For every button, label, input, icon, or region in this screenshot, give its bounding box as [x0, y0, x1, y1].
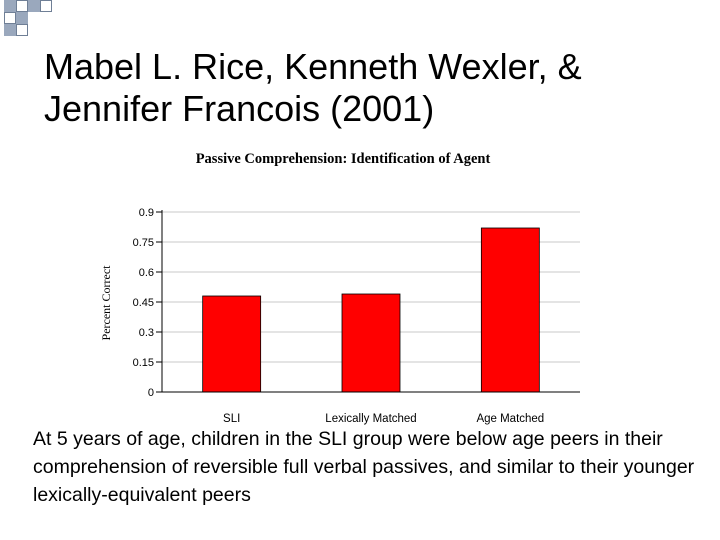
y-tick-label: 0.75	[133, 237, 154, 249]
corner-square	[16, 12, 28, 24]
y-tick-label: 0.9	[139, 207, 154, 219]
x-tick-label: SLI	[223, 413, 240, 425]
y-axis-label: Percent Correct	[99, 265, 113, 341]
corner-square	[40, 0, 52, 12]
slide-title-line1: Mabel L. Rice, Kenneth Wexler, &	[44, 46, 582, 87]
y-tick-label: 0.3	[139, 327, 154, 339]
corner-square	[4, 0, 16, 12]
corner-square	[16, 24, 28, 36]
x-tick-labels: SLI Lexically Matched Age Matched	[223, 413, 544, 425]
x-tick-label: Age Matched	[476, 413, 544, 425]
bar-chart: Passive Comprehension: Identification of…	[99, 151, 580, 425]
y-tick-labels: 0 0.15 0.3 0.45 0.6 0.75 0.9	[133, 207, 162, 399]
corner-square	[4, 12, 16, 24]
bar-lexically-matched	[341, 293, 401, 393]
y-tick-label: 0.45	[133, 297, 154, 309]
corner-square	[16, 0, 28, 12]
slide-title: Mabel L. Rice, Kenneth Wexler, & Jennife…	[44, 46, 684, 130]
corner-square	[28, 0, 40, 12]
corner-square	[4, 24, 16, 36]
y-tick-label: 0.15	[133, 357, 154, 369]
bar-age-matched	[480, 227, 540, 393]
x-tick-label: Lexically Matched	[325, 413, 416, 425]
slide-title-line2: Jennifer Francois (2001)	[44, 88, 435, 129]
y-tick-label: 0.6	[139, 267, 154, 279]
bar-sli	[202, 295, 262, 393]
chart-title: Passive Comprehension: Identification of…	[196, 151, 491, 167]
slide-caption: At 5 years of age, children in the SLI g…	[33, 428, 695, 506]
y-tick-label: 0	[148, 387, 154, 399]
bars	[202, 227, 540, 393]
